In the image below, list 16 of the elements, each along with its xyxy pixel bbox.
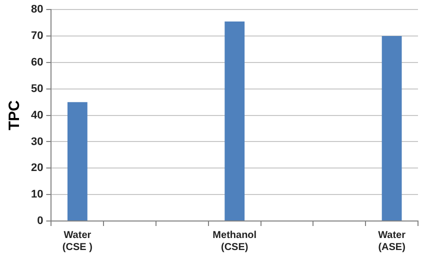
x-tick-label: Methanol (CSE) [212, 230, 257, 253]
y-tick-label: 70 [30, 30, 44, 42]
y-tick-label: 60 [30, 56, 44, 68]
y-tick-label: 10 [30, 188, 44, 201]
bar [382, 36, 402, 220]
y-axis-title: TPC [6, 100, 24, 130]
y-tick-label: 80 [30, 4, 44, 16]
y-tick-label: 0 [37, 215, 44, 228]
bar [224, 21, 245, 220]
y-tick-label: 50 [30, 82, 44, 95]
y-tick-label: 30 [30, 136, 44, 148]
bar [67, 102, 88, 220]
x-tick-label: Water (CSE ) [62, 230, 92, 253]
y-tick-label: 20 [30, 162, 44, 174]
y-tick-label: 40 [30, 109, 44, 122]
x-tick-label: Water (ASE) [378, 230, 406, 253]
